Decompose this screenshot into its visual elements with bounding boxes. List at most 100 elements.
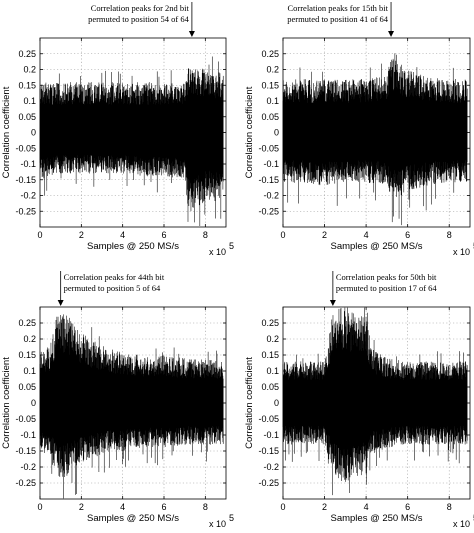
- annotation-line-2: permuted to position 41 of 64: [287, 14, 389, 24]
- y-tick-label: 0.2: [23, 334, 36, 344]
- x-multiplier: x 10: [209, 519, 226, 529]
- y-axis-label: Correlation coefficient: [1, 86, 12, 178]
- x-tick-label: 4: [120, 230, 125, 240]
- x-axis-label: Samples @ 250 MS/s: [330, 241, 422, 252]
- y-tick-label: -0.2: [263, 191, 279, 201]
- y-tick-label: 0.2: [266, 334, 279, 344]
- y-tick-label: -0.2: [263, 462, 279, 472]
- y-tick-label: -0.15: [15, 446, 36, 456]
- x-multiplier: x 10: [453, 519, 470, 529]
- series-signal: [39, 56, 224, 226]
- y-tick-label: 0.05: [261, 382, 279, 392]
- y-tick-label: 0.1: [266, 96, 279, 106]
- annotation-line-2: permuted to position 54 of 64: [88, 14, 190, 24]
- x-multiplier: x 10: [453, 247, 470, 257]
- y-tick-label: -0.25: [15, 478, 36, 488]
- x-tick-label: 6: [405, 230, 410, 240]
- x-tick-label: 0: [37, 502, 42, 512]
- x-tick-label: 6: [405, 502, 410, 512]
- y-tick-label: -0.15: [258, 175, 279, 185]
- x-tick-label: 2: [322, 502, 327, 512]
- y-tick-label: 0.1: [23, 96, 36, 106]
- annotation-arrowhead: [329, 300, 336, 306]
- annotation-arrowhead: [388, 31, 395, 37]
- y-tick-label: 0.2: [266, 65, 279, 75]
- series-mean: [39, 399, 224, 408]
- y-tick-label: 0.05: [261, 112, 279, 122]
- series-signal: [282, 53, 468, 226]
- chart-panel-2: 0 2 4 6 8 0.25 0.2 0.15 0.1 0.05 0 -0.05 -0.1 -0.15 -0…: [244, 2, 474, 257]
- annotation-line-1: Correlation peaks for 2nd bit: [91, 3, 190, 13]
- y-tick-label: -0.1: [20, 159, 36, 169]
- y-tick-label: 0.25: [261, 318, 279, 328]
- series-signal: [39, 314, 224, 499]
- x-tick-label: 2: [79, 230, 84, 240]
- y-tick-label: 0.25: [18, 49, 36, 59]
- chart-panel-1: 0 2 4 6 8 0.25 0.2 0.15 0.1 0.05 0 -0.05 -0.1 -0.15 -0…: [1, 2, 234, 257]
- annotation-arrowhead: [57, 300, 64, 306]
- x-tick-label: 2: [322, 230, 327, 240]
- x-multiplier: x 10: [209, 247, 226, 257]
- x-tick-label: 8: [447, 230, 452, 240]
- y-tick-label: 0: [31, 398, 36, 408]
- y-tick-label: -0.2: [20, 462, 36, 472]
- y-tick-label: 0.25: [261, 49, 279, 59]
- y-tick-label: -0.15: [258, 446, 279, 456]
- x-exponent: 5: [229, 513, 234, 523]
- y-tick-label: -0.05: [258, 414, 279, 424]
- chart-panel-4: 0 2 4 6 8 0.25 0.2 0.15 0.1 0.05 0 -0.05 -0.1 -0.15 -0…: [244, 271, 474, 529]
- y-tick-label: -0.05: [258, 143, 279, 153]
- x-tick-label: 2: [79, 502, 84, 512]
- annotation-line-2: permuted to position 17 of 64: [336, 283, 438, 293]
- y-axis-label: Correlation coefficient: [244, 86, 255, 178]
- y-tick-label: 0.1: [23, 366, 36, 376]
- x-tick-label: 4: [364, 230, 369, 240]
- y-tick-label: -0.05: [15, 414, 36, 424]
- annotation-line-1: Correlation peaks for 15th bit: [287, 3, 388, 13]
- x-tick-label: 4: [364, 502, 369, 512]
- y-tick-label: -0.25: [15, 206, 36, 216]
- x-tick-label: 0: [280, 230, 285, 240]
- x-tick-label: 8: [447, 502, 452, 512]
- y-tick-label: 0.05: [18, 382, 36, 392]
- y-tick-label: -0.15: [15, 175, 36, 185]
- y-tick-label: -0.25: [258, 478, 279, 488]
- annotation-arrowhead: [188, 31, 195, 37]
- x-tick-label: 0: [280, 502, 285, 512]
- x-tick-label: 4: [120, 502, 125, 512]
- y-tick-label: 0.15: [261, 350, 279, 360]
- y-tick-label: 0.2: [23, 65, 36, 75]
- x-axis-label: Samples @ 250 MS/s: [87, 513, 179, 524]
- y-tick-label: -0.1: [263, 430, 279, 440]
- x-axis-label: Samples @ 250 MS/s: [87, 241, 179, 252]
- x-tick-label: 6: [161, 230, 166, 240]
- x-tick-label: 6: [161, 502, 166, 512]
- x-tick-label: 8: [203, 502, 208, 512]
- x-tick-label: 8: [203, 230, 208, 240]
- y-tick-label: 0: [31, 128, 36, 138]
- series-mean: [39, 128, 224, 137]
- y-tick-label: 0.1: [266, 366, 279, 376]
- x-tick-label: 0: [37, 230, 42, 240]
- annotation-line-2: permuted to position 5 of 64: [64, 283, 161, 293]
- y-tick-label: 0.15: [18, 350, 36, 360]
- chart-panel-3: 0 2 4 6 8 0.25 0.2 0.15 0.1 0.05 0 -0.05 -0.1 -0.15 -0…: [1, 271, 234, 529]
- y-tick-label: 0.15: [261, 80, 279, 90]
- y-tick-label: -0.1: [20, 430, 36, 440]
- y-tick-label: 0.15: [18, 80, 36, 90]
- y-tick-label: -0.25: [258, 206, 279, 216]
- x-exponent: 5: [229, 241, 234, 251]
- y-tick-label: 0: [274, 128, 279, 138]
- annotation-line-1: Correlation peaks for 44th bit: [64, 272, 165, 282]
- annotation-line-1: Correlation peaks for 50th bit: [336, 272, 437, 282]
- series-mean: [282, 399, 468, 408]
- series-mean: [282, 128, 468, 137]
- y-tick-label: -0.2: [20, 191, 36, 201]
- y-tick-label: 0.25: [18, 318, 36, 328]
- y-tick-label: 0: [274, 398, 279, 408]
- y-tick-label: -0.1: [263, 159, 279, 169]
- y-tick-label: -0.05: [15, 143, 36, 153]
- y-tick-label: 0.05: [18, 112, 36, 122]
- y-axis-label: Correlation coefficient: [244, 357, 255, 449]
